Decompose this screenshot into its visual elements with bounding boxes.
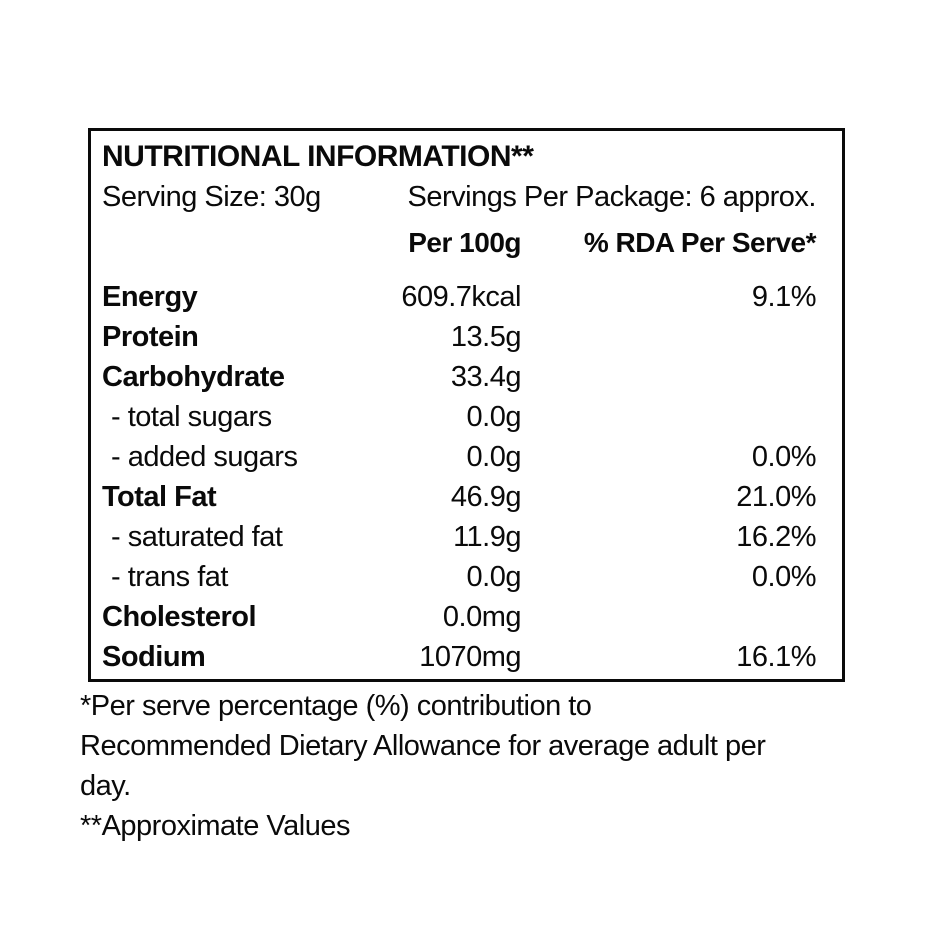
nutrient-name: Carbohydrate bbox=[102, 361, 285, 393]
nutrient-name: Total Fat bbox=[102, 481, 217, 513]
nutrient-value-per-100g: 0.0g bbox=[466, 401, 522, 433]
table-row: - total sugars 0.0g bbox=[102, 397, 816, 437]
table-row: Total Fat 46.9g 21.0% bbox=[102, 477, 817, 517]
nutrient-value-per-100g: 1070mg bbox=[419, 641, 521, 673]
table-row: Energy 609.7kcal 9.1% bbox=[102, 277, 817, 317]
table-row: Cholesterol 0.0mg bbox=[102, 597, 816, 637]
nutrient-value-per-100g: 609.7kcal bbox=[401, 281, 521, 313]
nutrient-name: Sodium bbox=[102, 641, 206, 673]
nutrient-value-per-100g: 0.0g bbox=[466, 441, 522, 473]
nutrient-rda-percent: 0.0% bbox=[751, 441, 817, 473]
nutrient-rows: Energy 609.7kcal 9.1% Protein 13.5g Carb… bbox=[102, 277, 817, 677]
nutrient-value-per-100g: 11.9g bbox=[453, 521, 521, 553]
column-header-per-100g: Per 100g bbox=[408, 227, 521, 258]
nutrient-name: - total sugars bbox=[111, 401, 272, 433]
table-row: Protein 13.5g bbox=[102, 317, 816, 357]
footnotes: *Per serve percentage (%) contribution t… bbox=[80, 686, 786, 846]
nutrient-value-per-100g: 46.9g bbox=[450, 481, 522, 513]
nutrient-name: - trans fat bbox=[111, 561, 229, 593]
nutrient-value-per-100g: 13.5g bbox=[450, 321, 522, 353]
nutrient-rda-percent: 9.1% bbox=[751, 281, 817, 313]
nutrient-value-per-100g: 33.4g bbox=[450, 361, 522, 393]
serving-size-text: Serving Size: 30g bbox=[102, 181, 321, 213]
nutrient-rda-percent: 16.1% bbox=[736, 641, 816, 673]
table-row: - trans fat 0.0g 0.0% bbox=[102, 557, 817, 597]
servings-per-package-text: Servings Per Package: 6 approx. bbox=[407, 181, 817, 213]
footnote-rda-explanation: *Per serve percentage (%) contribution t… bbox=[80, 690, 766, 802]
nutrient-name: Cholesterol bbox=[102, 601, 257, 633]
nutrient-rda-percent: 21.0% bbox=[736, 481, 816, 513]
nutrient-name: - saturated fat bbox=[111, 521, 283, 553]
nutrient-rda-percent: 0.0% bbox=[751, 561, 817, 593]
footnote-approximate-values: **Approximate Values bbox=[80, 810, 350, 842]
nutrient-name: Protein bbox=[102, 321, 199, 353]
nutrient-name: - added sugars bbox=[111, 441, 298, 473]
nutrient-name: Energy bbox=[102, 281, 198, 313]
serving-info-row: Serving Size: 30g Servings Per Package: … bbox=[102, 177, 817, 217]
table-row: - added sugars 0.0g 0.0% bbox=[102, 437, 817, 477]
nutrient-value-per-100g: 0.0g bbox=[466, 561, 522, 593]
table-row: Carbohydrate 33.4g bbox=[102, 357, 816, 397]
column-header-rda-per-serve: % RDA Per Serve* bbox=[583, 227, 817, 258]
nutrient-value-per-100g: 0.0mg bbox=[442, 601, 522, 633]
table-row: Sodium 1070mg 16.1% bbox=[102, 637, 817, 677]
nutrient-rda-percent: 16.2% bbox=[736, 521, 816, 553]
nutrition-facts-panel: NUTRITIONAL INFORMATION** Serving Size: … bbox=[88, 128, 845, 682]
column-header-row: Per 100g % RDA Per Serve* bbox=[102, 221, 816, 265]
panel-title: NUTRITIONAL INFORMATION** bbox=[102, 140, 534, 173]
table-row: - saturated fat 11.9g 16.2% bbox=[102, 517, 817, 557]
